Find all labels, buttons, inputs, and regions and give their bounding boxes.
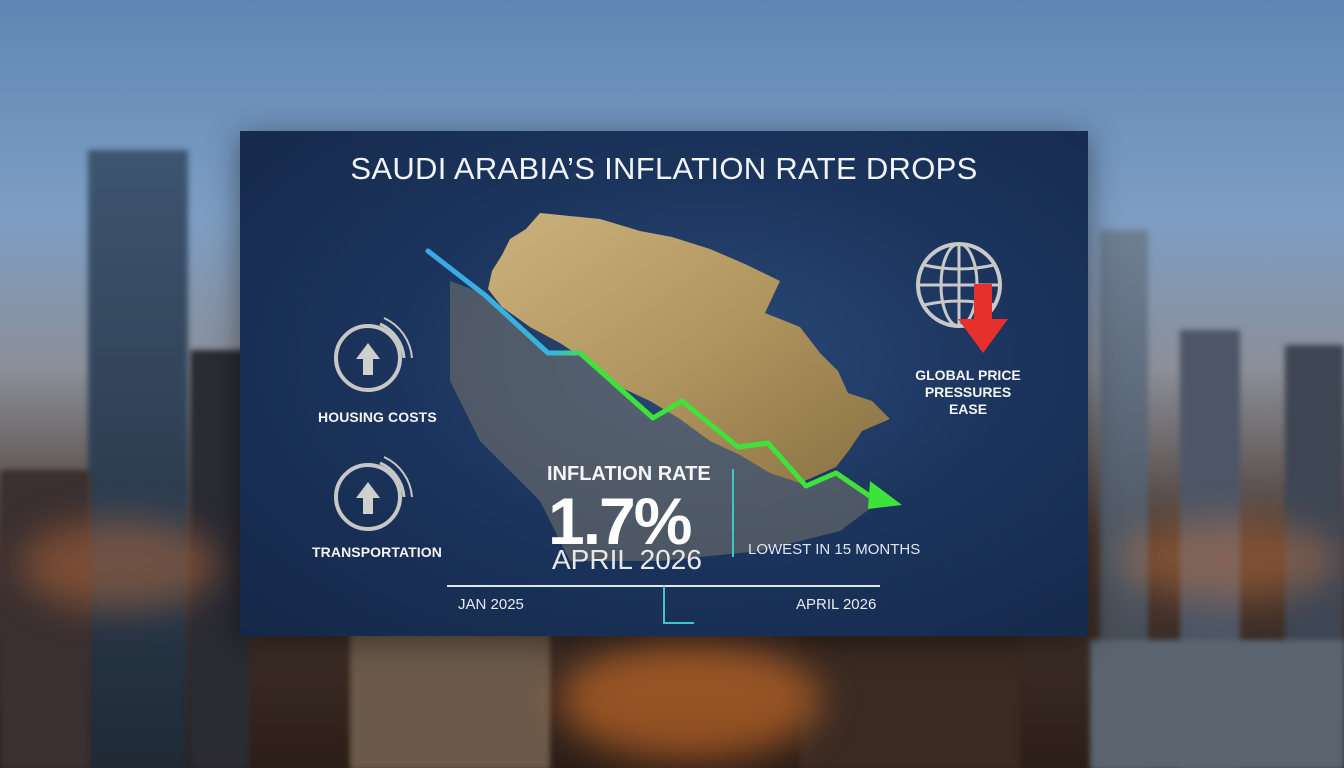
inflation-date: APRIL 2026: [552, 544, 702, 575]
trend-line: [425, 248, 883, 506]
lowest-note: LOWEST IN 15 MONTHS: [748, 541, 921, 558]
saudi-map: [488, 213, 890, 483]
transportation-label: TRANSPORTATION: [312, 544, 442, 560]
page-title: SAUDI ARABIA’S INFLATION RATE DROPS: [350, 151, 978, 186]
trend-arrowhead: [868, 481, 902, 509]
infographic-panel: SAUDI ARABIA’S INFLATION RATE DROPS: [240, 131, 1088, 636]
housing-indicator-icon: [334, 317, 413, 392]
transportation-indicator-icon: [334, 456, 413, 531]
divider: [732, 469, 734, 557]
housing-costs-label: HOUSING COSTS: [318, 409, 437, 425]
timeline-start-label: JAN 2025: [458, 596, 524, 613]
infographic-graphics: [334, 213, 1008, 624]
inflation-rate-label: INFLATION RATE: [547, 463, 711, 485]
timeline-end-label: APRIL 2026: [796, 596, 877, 613]
inflation-rate-value: 1.7%: [548, 484, 692, 558]
down-arrow-icon: [958, 284, 1008, 353]
trend-shadow-area: [450, 281, 880, 561]
timeline-marker: [663, 586, 694, 624]
global-price-label: GLOBAL PRICE PRESSURES EASE: [915, 367, 1021, 417]
